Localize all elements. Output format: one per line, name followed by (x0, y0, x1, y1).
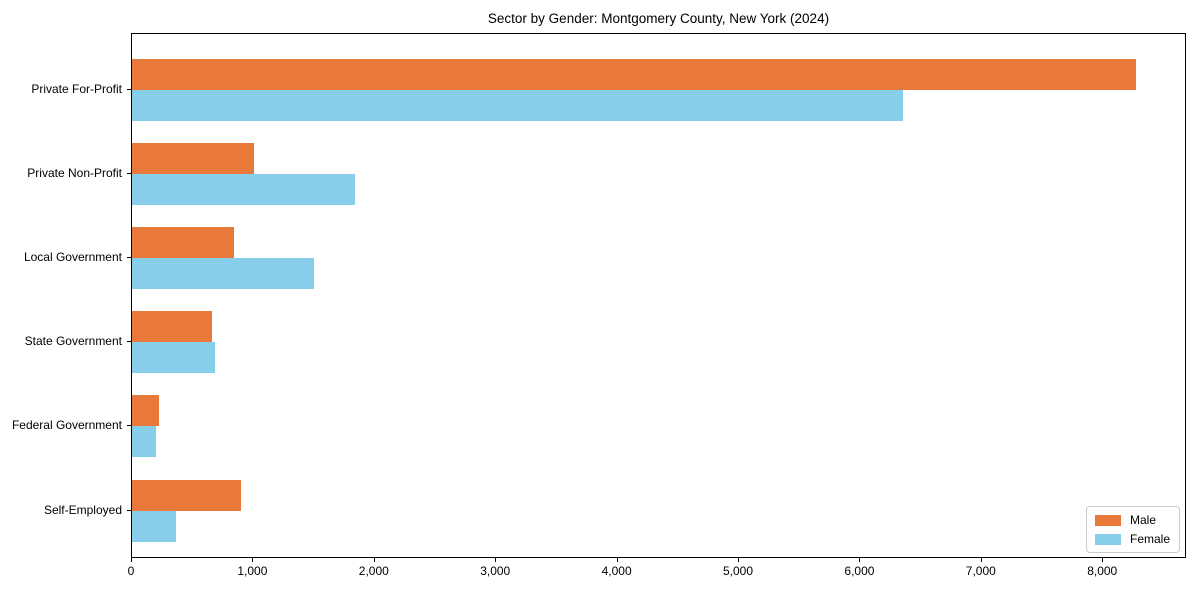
bar-female-6 (132, 510, 177, 542)
chart-title: Sector by Gender: Montgomery County, New… (487, 11, 830, 26)
x-tick-mark (252, 558, 254, 562)
bar-female-3 (132, 257, 315, 289)
x-axis-tick-label: 6,000 (844, 564, 875, 578)
plot-area: Male Female (131, 33, 1186, 558)
y-tick-mark (127, 256, 131, 258)
legend: Male Female (1085, 506, 1180, 553)
x-axis-tick-label: 5,000 (723, 564, 754, 578)
x-tick-mark (859, 558, 861, 562)
x-axis-tick-label: 0 (127, 564, 135, 578)
y-axis-label: Local Government (23, 249, 122, 264)
x-tick-mark (373, 558, 375, 562)
x-tick-mark (1102, 558, 1104, 562)
y-tick-mark (127, 425, 131, 427)
bar-female-2 (132, 173, 356, 205)
y-axis-label: Self-Employed (43, 502, 122, 517)
legend-label-female: Female (1129, 532, 1170, 546)
legend-swatch-male (1094, 514, 1121, 526)
bar-male-1 (132, 58, 1137, 90)
bar-female-1 (132, 89, 904, 121)
legend-swatch-female (1094, 533, 1121, 545)
legend-entry-male: Male (1094, 513, 1170, 527)
x-tick-mark (131, 558, 132, 562)
x-tick-mark (980, 558, 982, 562)
y-axis-label: Private Non-Profit (27, 165, 122, 180)
y-axis-label: Federal Government (11, 418, 122, 433)
bar-female-4 (132, 342, 216, 374)
y-tick-mark (127, 341, 131, 343)
x-tick-mark (495, 558, 497, 562)
y-tick-mark (127, 509, 131, 511)
bar-male-2 (132, 142, 254, 174)
bar-female-5 (132, 426, 156, 458)
x-tick-mark (616, 558, 618, 562)
x-axis-tick-label: 4,000 (601, 564, 632, 578)
y-axis-label: State Government (24, 334, 122, 349)
x-tick-mark (738, 558, 740, 562)
x-axis-tick-label: 2,000 (358, 564, 389, 578)
bar-male-5 (132, 395, 159, 427)
legend-entry-female: Female (1094, 532, 1170, 546)
x-axis-tick-label: 3,000 (480, 564, 511, 578)
y-axis-label: Private For-Profit (31, 81, 122, 96)
x-axis-tick-label: 8,000 (1087, 564, 1118, 578)
bar-male-4 (132, 311, 213, 343)
x-axis-tick-label: 7,000 (965, 564, 996, 578)
legend-label-male: Male (1129, 513, 1156, 527)
x-axis-tick-label: 1,000 (237, 564, 268, 578)
bar-male-6 (132, 479, 242, 511)
y-tick-mark (127, 172, 131, 174)
y-tick-mark (127, 88, 131, 90)
bar-male-3 (132, 226, 234, 258)
